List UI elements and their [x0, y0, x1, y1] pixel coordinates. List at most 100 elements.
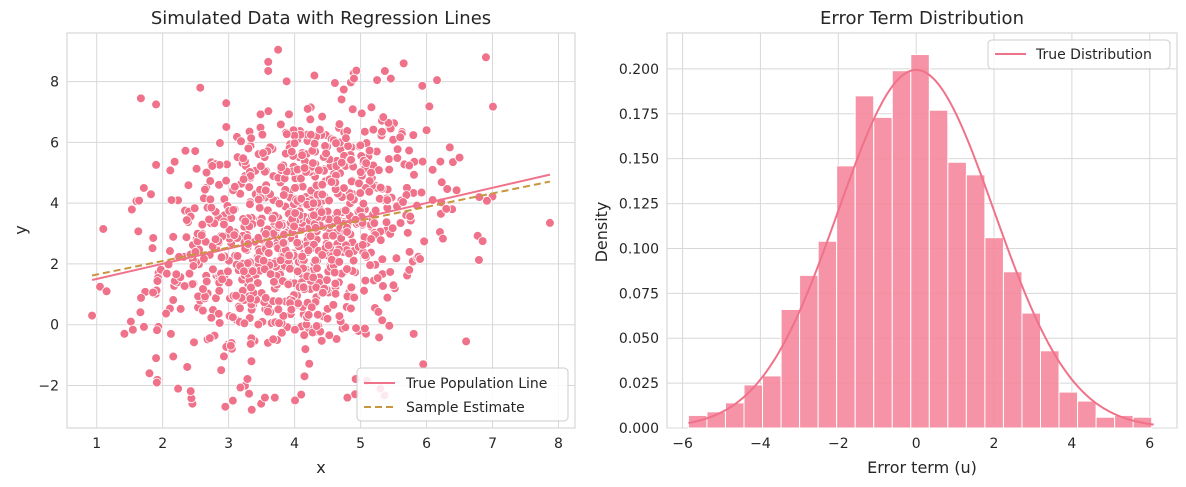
- scatter-point: [270, 392, 280, 403]
- left-y-tick-label: −2: [38, 378, 59, 394]
- scatter-point: [223, 266, 233, 277]
- scatter-point: [207, 161, 218, 171]
- scatter-point: [183, 180, 194, 190]
- scatter-point: [189, 203, 200, 214]
- scatter-point: [303, 310, 314, 320]
- scatter-point: [331, 138, 341, 148]
- scatter-point: [336, 157, 347, 168]
- scatter-point: [417, 81, 428, 91]
- scatter-points: [87, 44, 555, 415]
- scatter-point: [219, 351, 229, 362]
- scatter-point: [357, 240, 368, 250]
- scatter-point: [354, 178, 364, 189]
- scatter-point: [361, 158, 371, 168]
- scatter-point: [290, 395, 300, 406]
- scatter-point: [189, 337, 199, 348]
- scatter-point: [252, 278, 263, 288]
- scatter-point: [205, 333, 215, 343]
- scatter-point: [275, 255, 286, 266]
- scatter-point: [274, 198, 285, 209]
- scatter-point: [395, 218, 406, 228]
- scatter-point: [385, 267, 396, 277]
- scatter-point: [402, 228, 413, 238]
- scatter-point: [87, 310, 97, 321]
- true-distribution-curve: [688, 68, 1154, 426]
- scatter-point: [166, 329, 176, 339]
- right-y-tick-label: 0.075: [619, 286, 659, 302]
- right-y-tick-labels: 0.000 0.025 0.050 0.075 0.100 0.125 0.150 0.175…: [619, 62, 659, 437]
- scatter-point: [205, 194, 216, 205]
- scatter-point: [347, 104, 358, 115]
- scatter-point: [228, 312, 238, 323]
- scatter-point: [290, 183, 300, 193]
- scatter-point: [190, 146, 201, 156]
- left-x-tick-label: 8: [554, 436, 563, 452]
- scatter-point: [284, 109, 294, 120]
- scatter-point: [286, 304, 297, 315]
- scatter-point: [298, 282, 309, 293]
- scatter-point: [168, 351, 179, 362]
- scatter-point: [245, 199, 255, 210]
- scatter-point: [448, 157, 458, 167]
- left-y-tick-labels: −2 0 2 4 6 8: [38, 75, 59, 395]
- scatter-point: [442, 184, 453, 194]
- scatter-point: [210, 234, 221, 244]
- scatter-point: [351, 323, 361, 333]
- histogram-bar: [1095, 416, 1116, 429]
- scatter-point: [421, 125, 432, 136]
- scatter-point: [168, 295, 179, 305]
- scatter-point: [481, 52, 491, 63]
- scatter-point: [221, 122, 232, 132]
- scatter-point: [198, 284, 208, 294]
- scatter-point: [242, 374, 253, 384]
- scatter-point: [324, 330, 335, 341]
- scatter-point: [165, 246, 175, 256]
- sample-estimate-line: [91, 180, 551, 277]
- scatter-point: [408, 329, 419, 339]
- left-y-tick-label: 0: [50, 318, 59, 334]
- scatter-point: [238, 153, 248, 164]
- scatter-point: [318, 287, 328, 298]
- scatter-point: [317, 111, 327, 122]
- scatter-chart: 1 2 3 4 5 6 7 8 −2 0 2 4 6 8 Simulated Data with Reg…: [11, 8, 576, 477]
- scatter-point: [283, 279, 294, 290]
- scatter-point: [95, 281, 105, 292]
- scatter-point: [213, 308, 224, 319]
- left-x-tick-label: 6: [422, 436, 431, 452]
- scatter-point: [274, 220, 284, 230]
- scatter-point: [368, 124, 379, 135]
- scatter-point: [151, 99, 161, 110]
- scatter-point: [133, 226, 144, 237]
- right-y-tick-label: 0.175: [619, 107, 659, 123]
- scatter-point: [384, 164, 395, 175]
- scatter-point: [292, 266, 303, 277]
- scatter-point: [317, 189, 328, 200]
- right-x-tick-label: −4: [750, 436, 771, 452]
- scatter-point: [303, 245, 314, 256]
- scatter-point: [216, 365, 226, 375]
- scatter-point: [321, 148, 331, 159]
- scatter-point: [151, 160, 161, 170]
- scatter-point: [278, 238, 289, 248]
- scatter-point: [375, 182, 386, 193]
- scatter-point: [214, 318, 225, 328]
- scatter-point: [228, 395, 238, 406]
- scatter-point: [382, 195, 393, 205]
- left-legend: True Population Line Sample Estimate: [356, 367, 569, 422]
- scatter-point: [198, 305, 208, 316]
- scatter-point: [169, 156, 180, 167]
- right-y-tick-label: 0.200: [619, 62, 659, 78]
- scatter-point: [147, 243, 158, 253]
- scatter-point: [364, 186, 375, 197]
- scatter-point: [366, 102, 377, 113]
- scatter-point: [195, 82, 206, 93]
- scatter-point: [296, 389, 307, 400]
- scatter-point: [179, 281, 190, 291]
- scatter-point: [135, 307, 146, 318]
- scatter-point: [341, 133, 351, 143]
- scatter-point: [340, 205, 351, 216]
- scatter-point: [206, 313, 217, 323]
- histogram-chart: −6 −4 −2 0 2 4 6 0.000 0.025 0.050 0.075 0.100 0.12…: [592, 8, 1178, 477]
- left-x-tick-label: 4: [290, 436, 299, 452]
- scatter-point: [398, 58, 409, 69]
